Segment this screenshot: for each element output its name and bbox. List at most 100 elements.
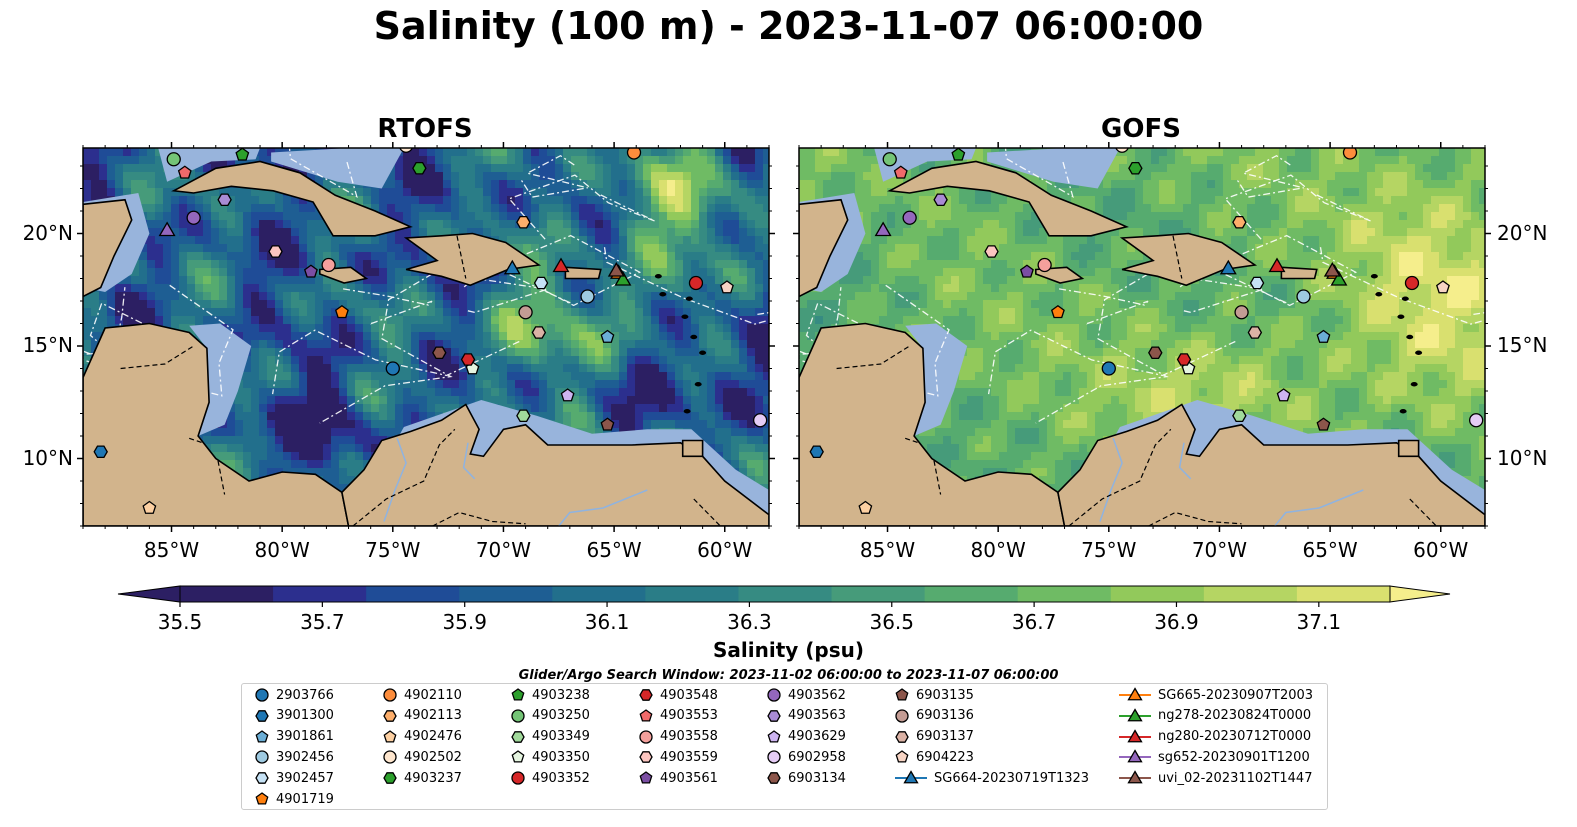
platform-marker [600,329,615,343]
platform-marker [984,245,999,258]
platform-marker [321,257,336,273]
legend-entry: SG665-20230907T2003 [1118,685,1313,705]
legend-marker [639,729,653,744]
hexagon-marker-icon [639,689,653,701]
legend-marker [639,689,653,701]
legend-label: 4902110 [404,687,462,703]
legend-entry: 4903562 [766,685,846,705]
river [1099,438,1123,522]
legend-marker [639,708,653,722]
island [654,274,662,279]
river [558,489,648,526]
hexagon-marker-icon [895,730,909,743]
pentagon-marker-icon [255,792,269,805]
platform-marker [1019,264,1034,278]
tick-marks [793,142,1491,532]
platform-marker [268,245,283,258]
island [1401,296,1409,301]
panel-title-rtofs: RTOFS [377,114,473,144]
legend-marker [511,688,525,701]
legend-label: 4903548 [660,687,718,703]
platform-marker [516,409,531,423]
country-border [905,437,919,444]
island [1406,334,1414,340]
platform-marker [1404,275,1420,291]
legend: 2903766 3901300 3901861 3902456 3902457 49017… [241,683,1328,810]
colorbar-tick-label: 36.5 [869,610,915,634]
x-tick-label: 75°W [365,538,421,562]
colorbar-segment [924,586,1019,602]
legend-entry: 4903553 [638,706,718,726]
legend-label: 4903629 [788,729,846,745]
island [1415,350,1423,355]
platform-marker [166,152,181,167]
platform-marker [235,148,250,161]
colorbar-segment [273,586,367,602]
platform-marker [217,193,232,207]
circle-marker-icon [511,709,525,723]
legend-entry: 6902958 [766,747,846,767]
platform-marker [1232,409,1247,423]
legend-marker [383,729,397,743]
x-tick-label: 70°W [475,538,532,562]
platform-marker [432,346,447,360]
pentagon-marker-icon [767,729,781,743]
legend-entry: 4903237 [382,768,462,788]
legend-marker [511,771,525,785]
hexagon-marker-icon [383,772,397,785]
legend-label: 4901719 [276,791,334,807]
country-border [120,345,194,370]
colorbar-segment [645,586,740,602]
x-tick-label: 65°W [586,538,642,562]
panel-title-gofs: GOFS [1101,114,1181,144]
x-tick-label: 75°W [1081,538,1137,562]
y-tick-label: 15°N [1497,333,1548,357]
legend-label: SG665-20230907T2003 [1158,687,1314,703]
colorbar-segment [738,586,833,602]
hexagon-marker-icon [767,772,781,785]
platform-marker [334,304,349,319]
platform-marker [531,326,547,339]
legend-label: 3902457 [276,770,334,786]
legend-label: 4903238 [532,687,590,703]
platform-marker [600,417,615,431]
legend-label: 4903553 [660,708,718,724]
legend-entry: 6903135 [894,685,974,705]
pentagon-marker-icon [511,750,525,763]
platform-marker [607,261,625,277]
platform-marker [552,257,570,273]
legend-marker [895,750,909,763]
legend-label: 4903561 [660,770,718,786]
hexagon-marker-icon [767,709,781,722]
island [699,350,707,355]
platform-marker [186,210,201,225]
circle-marker-icon [767,688,781,702]
legend-label: 4903559 [660,749,718,765]
legend-entry: 6903137 [894,727,974,747]
legend-entry: 3901861 [254,727,334,747]
platform-markers-rtofs [93,148,768,514]
legend-label: 3901861 [276,729,334,745]
landmass [83,198,133,298]
x-tick-label: 85°W [859,538,916,562]
x-tick-label: 70°W [1191,538,1248,562]
legend-entry: 4903558 [638,727,718,747]
legend-entry: ng278-20230824T0000 [1118,706,1311,726]
legend-label: 4903349 [532,729,590,745]
island [683,409,691,414]
legend-marker [383,750,397,765]
country-border [189,437,203,444]
platform-marker [874,221,892,237]
legend-entry: sg652-20230901T1200 [1118,747,1310,767]
legend-entry: 4903629 [766,727,846,747]
country-border [456,235,467,279]
platform-marker [1436,280,1450,294]
legend-label: 6903137 [916,729,974,745]
hexagon-marker-icon [383,709,397,722]
map-rtofs [83,148,769,526]
legend-label: 6903134 [788,770,846,786]
landmass [1280,266,1318,280]
x-tick-label: 85°W [143,538,200,562]
